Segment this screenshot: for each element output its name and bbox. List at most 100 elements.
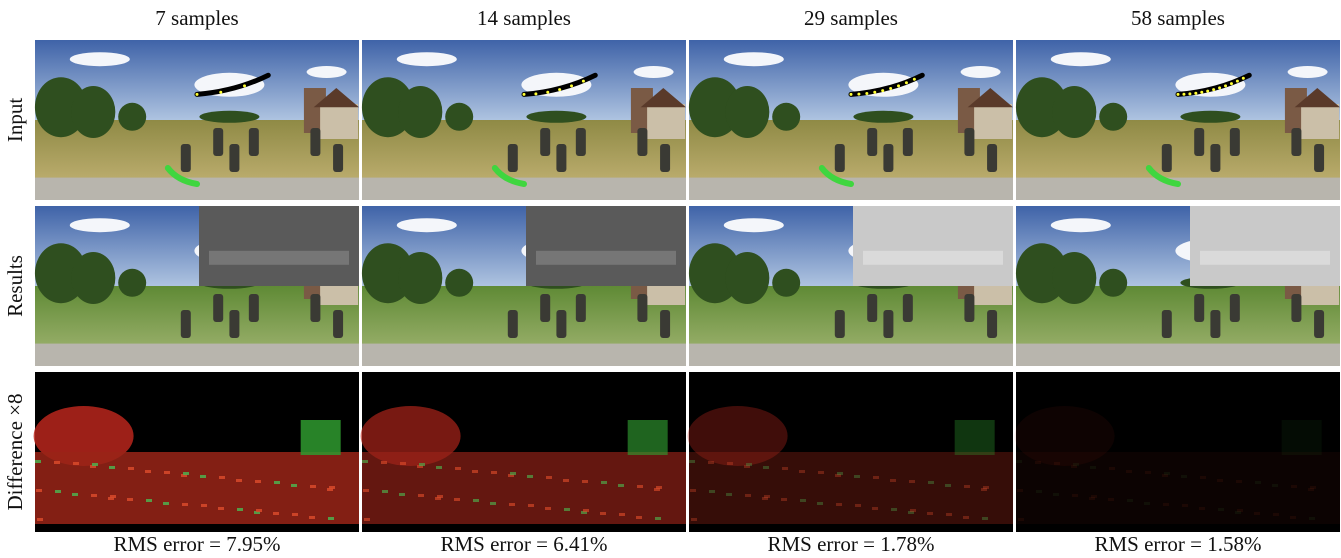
gravestone — [987, 144, 997, 172]
diff-speck — [510, 472, 516, 475]
cloud — [1051, 218, 1111, 232]
sample-dot — [1224, 84, 1227, 87]
gravestone — [229, 144, 239, 172]
diff-speck — [472, 470, 478, 473]
sample-dot — [1200, 91, 1203, 94]
diff-speck — [455, 467, 461, 470]
panel-image — [361, 372, 686, 532]
gravestone — [310, 294, 320, 322]
diff-speck — [1144, 502, 1150, 505]
diff-speck — [782, 467, 788, 470]
gravestone — [181, 144, 191, 172]
diff-speck — [128, 467, 134, 470]
diff-speck — [1236, 480, 1242, 483]
diff-speck — [745, 494, 751, 497]
rms-caption: RMS error = 7.95% — [114, 532, 281, 556]
sample-dot — [546, 91, 549, 94]
tree — [853, 111, 913, 123]
gravestone — [1230, 294, 1240, 322]
tree — [118, 103, 146, 131]
sample-dot — [1177, 93, 1180, 96]
diff-speck — [854, 475, 860, 478]
diff-speck — [72, 493, 78, 496]
diff-speck — [872, 507, 878, 510]
diff-speck — [1182, 504, 1188, 507]
tree — [725, 252, 769, 304]
diff-speck — [927, 512, 933, 515]
diff-speck — [309, 516, 315, 519]
gravestone — [576, 128, 586, 156]
tree — [1099, 103, 1127, 131]
diff-speck — [1072, 494, 1078, 497]
diff-speck — [946, 513, 952, 516]
diff-speck — [1091, 495, 1097, 498]
diff-speck — [910, 509, 916, 512]
cloud — [961, 66, 1001, 78]
sample-dot — [897, 84, 900, 87]
tree — [398, 86, 442, 138]
diff-speck — [1273, 513, 1279, 516]
sample-dot — [243, 84, 246, 87]
cloud — [307, 66, 347, 78]
diff-speck — [292, 513, 298, 516]
shading-inset — [853, 206, 1013, 286]
diff-speck — [982, 517, 988, 520]
diff-speck — [182, 503, 188, 506]
diff-speck — [219, 476, 225, 479]
diff-speck — [73, 462, 79, 465]
shading-inset-detail — [1200, 251, 1330, 265]
diff-speck — [1200, 476, 1206, 479]
shading-inset — [199, 206, 359, 286]
diff-speck — [110, 495, 116, 498]
diff-speck — [490, 502, 496, 505]
path — [362, 344, 686, 366]
diff-speck — [618, 484, 624, 487]
diff-speck — [891, 508, 897, 511]
diff-speck — [473, 499, 479, 502]
cloud — [1051, 52, 1111, 66]
gravestone — [1162, 310, 1172, 338]
diff-speck — [1290, 516, 1296, 519]
diff-speck — [183, 472, 189, 475]
diff-speck — [1017, 489, 1023, 492]
gravestone — [1162, 144, 1172, 172]
diff-speck — [781, 498, 787, 501]
diff-speck — [1272, 484, 1278, 487]
diff-speck — [362, 460, 368, 463]
panel-image — [688, 372, 1013, 532]
gravestone — [660, 310, 670, 338]
diff-speck — [818, 471, 824, 474]
diff-speck — [454, 498, 460, 501]
diff-speck — [491, 471, 497, 474]
diff-speck — [92, 463, 98, 466]
panel-image — [362, 206, 686, 366]
diff-speck — [310, 485, 316, 488]
gravestone — [1194, 128, 1204, 156]
diff-speck — [890, 479, 896, 482]
diff-speck — [1199, 507, 1205, 510]
gravestone — [1291, 128, 1301, 156]
sample-dot — [913, 78, 916, 81]
diff-speck — [146, 499, 152, 502]
diff-speck — [328, 517, 334, 520]
path — [35, 344, 359, 366]
cloud — [724, 218, 784, 232]
diff-speck — [583, 509, 589, 512]
diff-speck — [109, 466, 115, 469]
diff-speck — [1109, 467, 1115, 470]
diff-church — [1282, 420, 1322, 455]
tree — [445, 103, 473, 131]
gravestone — [867, 294, 877, 322]
diff-speck — [1127, 499, 1133, 502]
diff-speck — [763, 466, 769, 469]
row-label: Difference ×8 — [3, 394, 27, 511]
diff-speck — [55, 490, 61, 493]
diff-speck — [582, 480, 588, 483]
diff-speck — [691, 518, 697, 521]
row-label: Results — [3, 255, 27, 317]
column-title: 58 samples — [1131, 6, 1225, 30]
gravestone — [867, 128, 877, 156]
diff-speck — [400, 462, 406, 465]
cloud — [397, 52, 457, 66]
diff-speck — [837, 472, 843, 475]
